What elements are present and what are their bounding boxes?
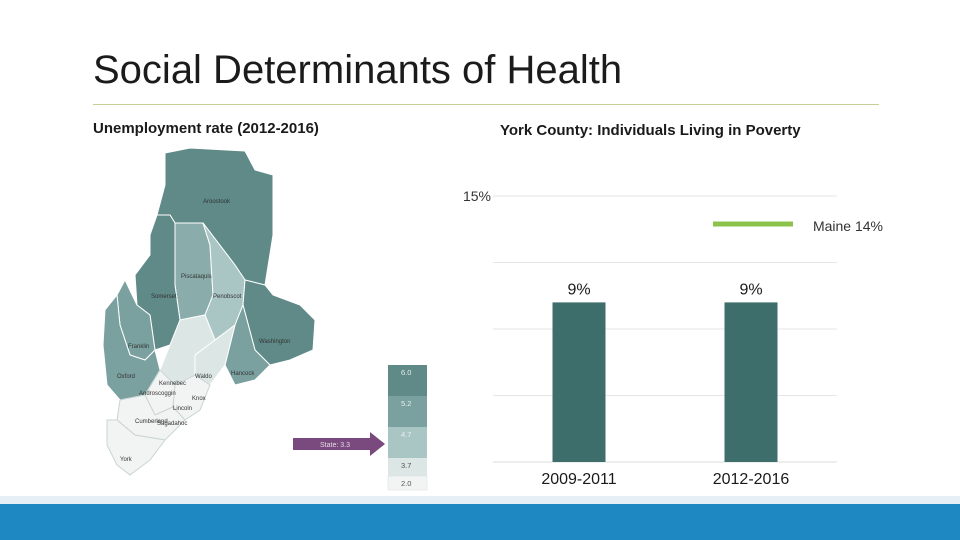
label-hancock: Hancock: [231, 371, 255, 377]
legend-label-2: 5.2: [401, 399, 411, 408]
label-piscataquis: Piscataquis: [181, 274, 212, 280]
county-hancock: [224, 303, 271, 386]
label-somerset: Somerset: [151, 294, 177, 300]
state-marker-arrow: [293, 432, 385, 456]
y-tick-label-1: 15%: [463, 188, 491, 204]
footer-band-light: [0, 496, 960, 504]
map-legend: 6.0 5.2 4.7 3.7 2.0 State: 3.3: [293, 365, 428, 491]
legend-label-1: 6.0: [401, 368, 411, 377]
maine-map-svg: Aroostook Piscataquis Somerset Penobscot…: [102, 147, 428, 491]
bar-value-label-1: 9%: [567, 281, 590, 298]
label-lincoln: Lincoln: [173, 406, 192, 412]
footer-band-dark: [0, 504, 960, 540]
legend-label-4: 3.7: [401, 461, 411, 470]
maine-unemployment-map: Aroostook Piscataquis Somerset Penobscot…: [95, 145, 435, 495]
label-aroostook: Aroostook: [203, 199, 231, 205]
legend-swatch-5: [387, 475, 428, 491]
county-oxford: [102, 293, 161, 401]
category-label-1: 2009-2011: [541, 471, 616, 488]
label-androscoggin: Androscoggin: [139, 391, 176, 397]
legend-swatch-1: [388, 365, 427, 396]
bar-2: [724, 302, 778, 462]
poverty-chart-svg: 15% 9% 2009-2011 9% 2012-2016 Maine 14%: [463, 188, 883, 488]
label-kennebec: Kennebec: [159, 381, 186, 387]
label-waldo: Waldo: [195, 374, 212, 380]
label-knox: Knox: [192, 396, 206, 402]
title-divider: [93, 104, 879, 105]
maine-reference-label: Maine 14%: [813, 218, 883, 234]
county-york: [106, 419, 166, 476]
chart-heading: York County: Individuals Living in Pover…: [500, 122, 801, 139]
label-cumberland: Cumberland: [135, 419, 168, 425]
legend-label-3: 4.7: [401, 430, 411, 439]
bar-value-label-2: 9%: [739, 281, 762, 298]
state-marker-label: State: 3.3: [320, 442, 350, 449]
legend-swatch-2: [388, 396, 427, 427]
label-washington: Washington: [259, 339, 290, 345]
map-heading: Unemployment rate (2012-2016): [93, 120, 319, 137]
legend-label-5: 2.0: [401, 479, 411, 488]
label-franklin: Franklin: [128, 344, 149, 350]
slide-title: Social Determinants of Health: [93, 48, 623, 92]
footer-band: [0, 496, 960, 540]
poverty-bar-chart: 15% 9% 2009-2011 9% 2012-2016 Maine 14%: [463, 180, 895, 500]
label-york: York: [120, 457, 133, 463]
label-oxford: Oxford: [117, 374, 135, 380]
legend-swatch-4: [388, 458, 427, 476]
label-sagadahoc: Sagadahoc: [157, 421, 187, 427]
category-label-2: 2012-2016: [713, 471, 790, 488]
legend-swatch-3: [388, 427, 427, 458]
label-penobscot: Penobscot: [213, 294, 242, 300]
bar-1: [552, 302, 606, 462]
